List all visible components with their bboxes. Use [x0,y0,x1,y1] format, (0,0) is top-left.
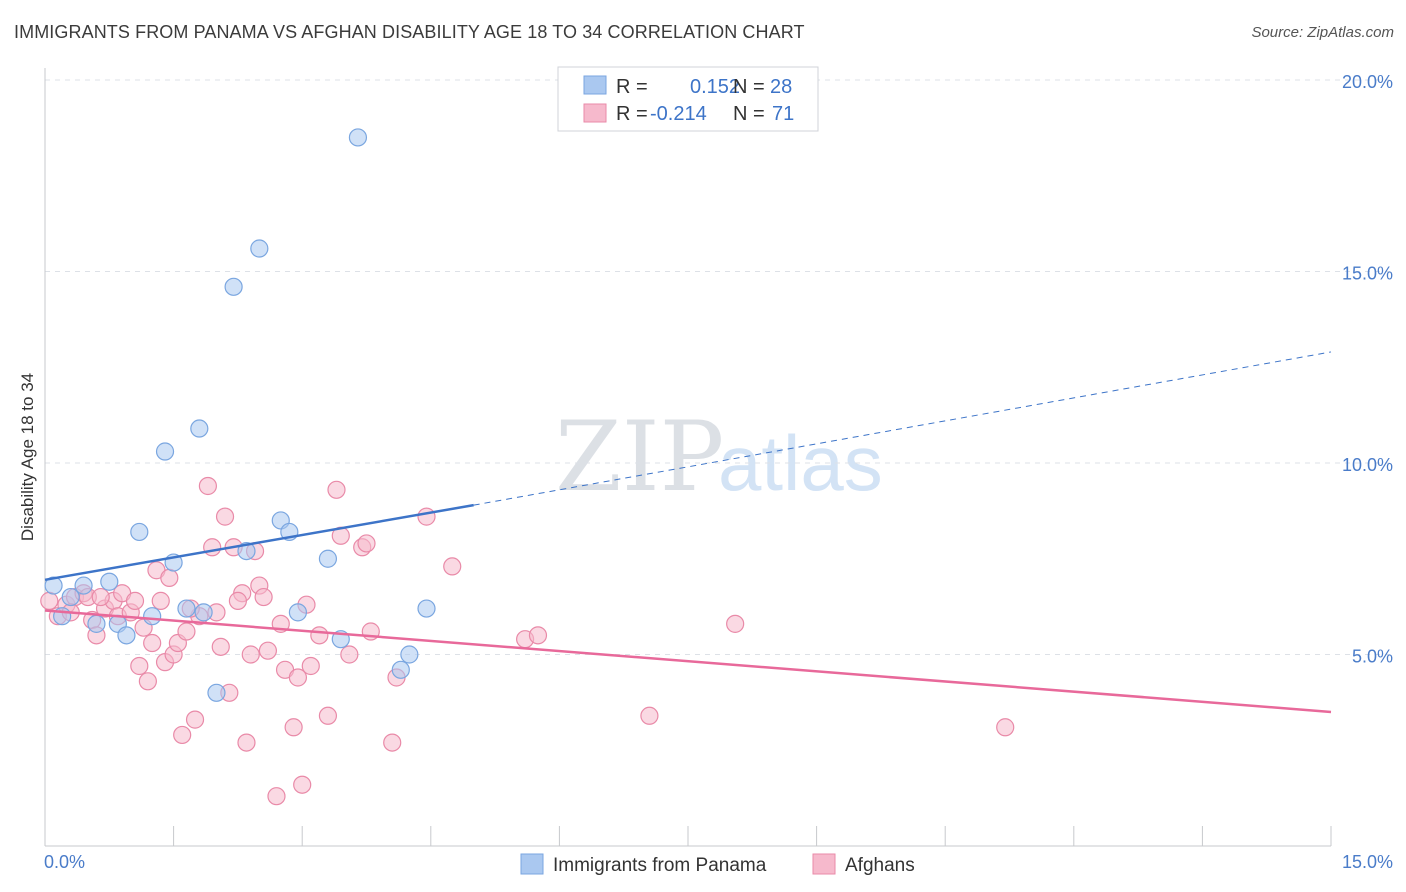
panama-point [190,419,209,438]
afghan-point [215,507,235,526]
legend-r-value-afghan: -0.214 [650,103,707,125]
afghan-point [528,626,548,645]
panama-point [177,599,196,618]
afghan-point [203,538,222,557]
x-tick-label-max: 15.0% [1342,852,1393,872]
panama-point [130,522,149,542]
panama-point [391,660,410,679]
afghan-point [185,710,205,729]
legend-n-value-afghan: 71 [772,103,794,125]
panama-point [100,572,119,591]
source-credit: Source: ZipAtlas.com [1251,24,1394,41]
series-legend: Immigrants from Panama Afghans [520,853,915,876]
series-panama [44,128,436,702]
series-afghans [40,476,1015,806]
afghan-point [198,476,217,496]
panama-point [155,442,175,461]
afghan-point [143,633,162,653]
afghan-point [288,668,308,687]
gridlines [45,79,1392,655]
afghan-point [258,641,278,660]
afghan-point [138,672,157,691]
watermark: ZIP atlas [555,401,883,513]
trend-lines [44,351,1332,714]
afghan-trend-line [44,609,1332,714]
bottom-legend-swatch-panama [520,853,544,875]
panama-point [318,549,338,568]
afghan-point [228,591,247,610]
bottom-legend-label-afghan: Afghans [845,855,915,876]
panama-point [250,239,269,258]
afghan-point [293,775,312,794]
panama-point [400,645,419,664]
afghan-point [996,718,1015,737]
bottom-legend-swatch-afghan [812,853,836,875]
legend-r-value-panama: 0.152 [690,76,740,98]
x-tick-label-min: 0.0% [44,852,85,872]
afghan-point [151,591,170,610]
y-axis-label: Disability Age 18 to 34 [18,373,37,541]
afghan-point [357,534,376,553]
afghan-point [130,656,149,676]
panama-trend-extension [473,351,1332,506]
legend-n-label-afghan: N = [733,103,765,125]
panama-point [87,614,106,633]
y-tick-label-5: 5.0% [1352,647,1393,667]
panama-point [348,128,368,147]
afghan-point [284,718,303,737]
afghan-point [173,725,192,745]
afghan-point [40,591,59,610]
legend-n-label-panama: N = [733,76,765,98]
afghan-point [383,733,402,752]
panama-point [237,541,256,561]
panama-point [61,587,80,607]
panama-point [224,277,243,296]
afghan-point [91,587,110,607]
watermark-zip: ZIP [555,401,724,513]
y-tick-label-20: 20.0% [1342,72,1393,92]
legend-n-value-panama: 28 [770,76,792,98]
afghan-point [417,507,436,526]
panama-point [288,603,308,622]
panama-point [117,626,136,645]
afghan-point [310,626,329,645]
chart-title: IMMIGRANTS FROM PANAMA VS AFGHAN DISABIL… [14,22,805,42]
legend-swatch-panama [583,75,607,95]
panama-trend-line [44,503,474,582]
panama-point [207,683,226,702]
afghan-point [211,637,230,656]
bottom-legend-label-panama: Immigrants from Panama [553,855,767,876]
afghan-point [726,614,745,633]
afghan-point [301,656,320,676]
afghan-point [443,557,462,576]
correlation-legend: R = 0.152 N = 28 R = -0.214 N = 71 [557,66,819,132]
afghan-point [327,480,346,499]
legend-r-label-afghan: R = [616,103,648,125]
afghan-point [125,591,145,610]
y-tick-label-15: 15.0% [1342,264,1393,284]
afghan-point [340,645,359,664]
afghan-point [318,706,338,725]
x-axis-ticks [44,826,1332,846]
afghan-point [241,645,260,664]
legend-r-label-panama: R = [616,76,648,98]
panama-point [74,576,93,595]
afghan-point [254,587,273,607]
panama-point [417,599,436,618]
panama-point [194,603,213,622]
panama-point [143,607,162,626]
y-tick-labels: 5.0% 10.0% 15.0% 20.0% [1342,72,1393,667]
legend-swatch-afghan [583,103,607,123]
afghan-point [640,706,659,725]
afghan-point [237,733,256,752]
y-tick-label-10: 10.0% [1342,455,1393,475]
afghan-point [160,568,179,588]
afghan-point [267,787,286,806]
afghan-point [177,622,196,641]
